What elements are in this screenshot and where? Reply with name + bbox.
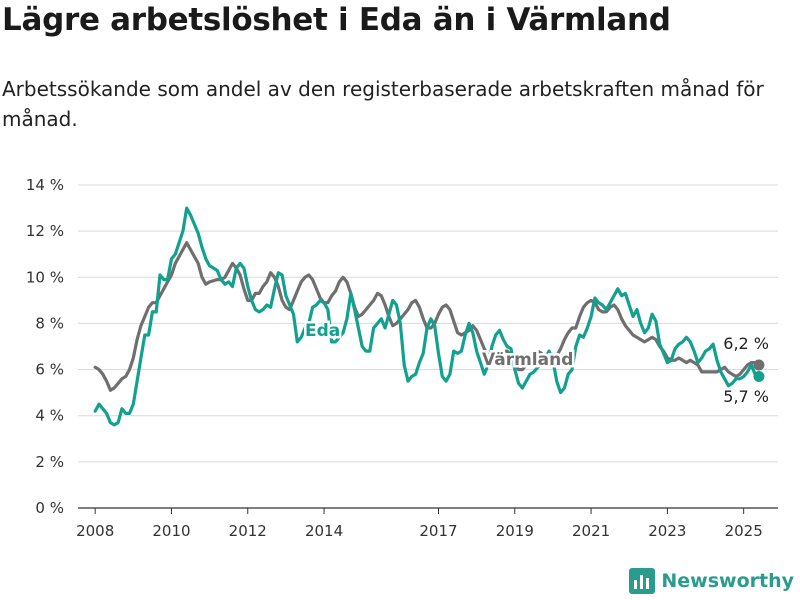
y-tick-label: 6 %: [35, 361, 64, 379]
series-end-point: [753, 359, 765, 371]
y-tick-label: 14 %: [26, 176, 64, 194]
y-tick-label: 10 %: [26, 268, 64, 286]
y-tick-label: 4 %: [35, 407, 64, 425]
x-tick-label: 2008: [76, 522, 114, 540]
x-tick-label: 2021: [572, 522, 610, 540]
x-tick-label: 2023: [648, 522, 686, 540]
x-tick-label: 2010: [152, 522, 190, 540]
y-tick-label: 8 %: [35, 314, 64, 332]
brand-name: Newsworthy: [661, 570, 794, 592]
series-lines: [93, 206, 765, 427]
series-end-point: [753, 370, 765, 382]
series-line-varmland: [93, 241, 761, 392]
y-axis-ticks: 0 % 2 % 4 % 6 % 8 % 10 % 12 % 14 %: [26, 176, 64, 517]
x-tick-label: 2012: [229, 522, 267, 540]
series-line-eda: [93, 206, 761, 427]
y-tick-label: 0 %: [35, 499, 64, 517]
y-tick-label: 2 %: [35, 453, 64, 471]
chart-subtitle: Arbetssökande som andel av den registerb…: [2, 77, 764, 131]
x-axis-ticks: 2008 2010 2012 2014 2017 2019 2021 2023 2025: [76, 508, 763, 540]
y-tick-label: 12 %: [26, 222, 64, 240]
chart-title: Lägre arbetslöshet i Eda än i Värmland: [2, 2, 671, 38]
series-label-eda: Eda: [305, 321, 340, 341]
series-label-varmland: Värmland: [482, 350, 573, 370]
x-tick-label: 2025: [725, 522, 763, 540]
x-tick-label: 2014: [305, 522, 343, 540]
bar-chart-logo-icon: [629, 568, 656, 594]
end-label-eda: 5,7 %: [723, 387, 769, 406]
series-labels: Eda Värmland 6,2 % 5,7 %: [303, 319, 770, 407]
x-tick-label: 2019: [496, 522, 534, 540]
end-label-varmland: 6,2 %: [723, 334, 769, 353]
newsworthy-brand: Newsworthy: [629, 568, 794, 594]
x-tick-label: 2017: [419, 522, 457, 540]
